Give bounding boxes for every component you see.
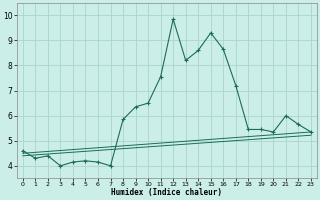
X-axis label: Humidex (Indice chaleur): Humidex (Indice chaleur): [111, 188, 222, 197]
